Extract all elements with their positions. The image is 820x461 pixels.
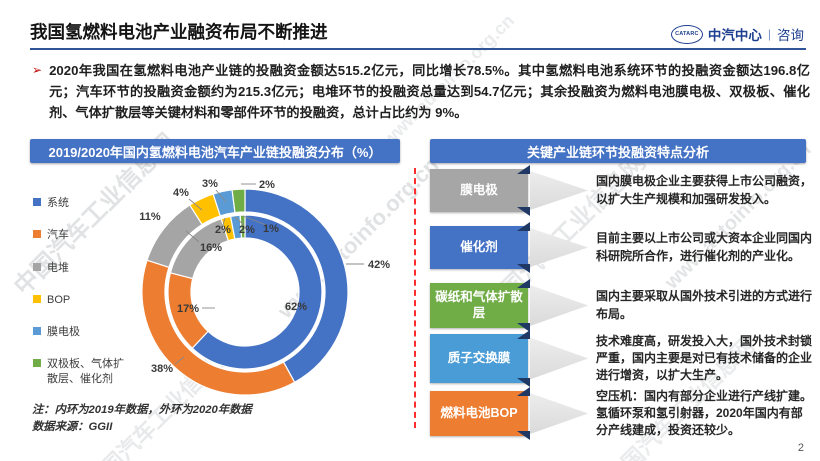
outer-ring-data-label: 4%	[173, 187, 189, 199]
title-underline	[30, 48, 806, 50]
legend-label: 膜电极	[47, 326, 80, 339]
label-leader-line	[188, 198, 203, 211]
fold-corner-icon	[517, 279, 530, 288]
inner-ring-data-label: 16%	[200, 242, 222, 254]
right-arrow-icon	[530, 228, 588, 267]
inner-ring-data-label: 62%	[285, 301, 307, 313]
segment-description: 国内膜电极企业主要获得上市公司融资，以扩大生产规模和加强研发投入。	[596, 174, 813, 206]
legend-label: 系统	[47, 197, 69, 209]
legend-swatch	[33, 230, 41, 239]
fold-corner-icon	[517, 378, 530, 387]
company-logo: CATARC 中汽中心 | 咨询	[670, 24, 804, 44]
fold-corner-icon	[517, 264, 530, 273]
legend-swatch	[33, 294, 41, 303]
fold-corner-icon	[517, 330, 530, 339]
bullet-arrow-icon: ➢	[32, 63, 43, 77]
legend-item: 膜电极	[33, 325, 131, 339]
outer-ring-data-label: 2%	[259, 179, 275, 191]
chart-legend: 系统汽车电堆 BOP 膜电极双极板、气体扩散层、催化剂	[33, 196, 131, 404]
inner-ring-data-label: 1%	[263, 223, 279, 235]
legend-label: 双极板、气体扩散层、催化剂	[47, 358, 124, 385]
note-line-1: 注：内环为2019年数据，外环为2020年数据	[32, 404, 252, 416]
right-arrow-icon	[530, 171, 588, 210]
label-leader-line	[242, 215, 267, 226]
logo-divider: |	[767, 27, 771, 41]
note-line-2: 数据来源：GGII	[32, 420, 113, 433]
fold-corner-icon	[517, 387, 530, 396]
outer-ring-data-label: 11%	[139, 211, 161, 223]
right-arrow-icon	[530, 285, 588, 326]
legend-label: 汽车	[47, 229, 69, 242]
logo-suffix: 咨询	[777, 28, 804, 43]
label-leader-line	[215, 189, 227, 203]
page-title: 我国氢燃料电池产业融资布局不断推进	[30, 22, 328, 42]
outer-ring-data-label: 3%	[202, 178, 218, 190]
right-arrow-icon	[530, 393, 588, 434]
red-dashed-divider	[414, 168, 416, 428]
page-number: 2	[797, 442, 804, 454]
segment-box-label: 质子交换膜	[447, 350, 511, 365]
fold-corner-icon	[517, 165, 530, 174]
legend-swatch	[33, 359, 41, 368]
label-leader-line	[185, 230, 200, 243]
donut-segment	[191, 214, 323, 370]
chart-note: 注：内环为2019年数据，外环为2020年数据 数据来源：GGII	[32, 402, 252, 436]
legend-label: BOP	[47, 293, 71, 306]
legend-swatch	[33, 198, 41, 206]
logo-name: 中汽中心	[707, 28, 762, 43]
donut-chart: 62% 17% 16% 2% 2% 1% 42% 38% 11% 4% 3% 2%	[139, 178, 390, 396]
segment-description: 技术难度高，研发投入大，国外技术封锁严重，国内主要是对已有技术储备的企业进行增资…	[596, 333, 813, 383]
segment-box-label: 催化剂	[460, 239, 498, 254]
outer-ring-data-label: 38%	[151, 363, 173, 375]
segment-box: 催化剂	[430, 222, 530, 273]
fold-corner-icon	[517, 222, 530, 231]
segment-box: 膜电极	[430, 165, 530, 216]
feature-row: 催化剂 目前主要以上市公司或大资本企业同国内科研院所合作，进行催化剂的产业化。	[430, 222, 813, 273]
legend-item: 电堆	[33, 261, 131, 275]
feature-row: 燃料电池BOP 空压机：国内有部分企业进行产线扩建。氢循环泵和氢引射器，2020年…	[430, 387, 813, 440]
feature-row: 质子交换膜 技术难度高，研发投入大，国外技术封锁严重，国内主要是对已有技术储备的企…	[430, 330, 813, 387]
label-leader-line	[174, 356, 185, 365]
right-arrow-icon	[530, 337, 588, 380]
donut-segment	[231, 188, 246, 214]
donut-segment	[239, 214, 246, 239]
segment-description: 国内主要采取从国外技术引进的方式进行布局。	[596, 289, 813, 321]
outer-ring-data-label: 42%	[368, 259, 390, 271]
segment-box: 质子交换膜	[430, 330, 530, 387]
legend-swatch	[33, 262, 41, 271]
inner-ring-data-label: 17%	[177, 303, 199, 315]
left-panel-header: 2019/2020年国内氢燃料电池汽车产业链投融资分布（%）	[30, 139, 400, 163]
fold-corner-icon	[517, 323, 530, 332]
feature-row: 碳纸和气体扩散层 国内主要采取从国外技术引进的方式进行布局。	[430, 279, 813, 332]
intro-paragraph: ➢ 2020年我国在氢燃料电池产业链的投融资金额达515.2亿元，同比增长78.…	[32, 60, 810, 123]
segment-box: 碳纸和气体扩散层	[430, 279, 530, 332]
legend-swatch	[33, 327, 41, 336]
inner-ring-data-label: 2%	[239, 224, 255, 236]
fold-corner-icon	[517, 207, 530, 216]
legend-item: 系统	[33, 196, 131, 210]
fold-corner-icon	[517, 431, 530, 440]
catarc-logo-icon: CATARC	[670, 24, 703, 44]
segment-box-label: 膜电极	[460, 182, 498, 197]
label-leader-line	[222, 217, 226, 226]
label-leader-line	[234, 216, 245, 226]
right-panel-header: 关键产业链环节投融资特点分析	[430, 139, 806, 163]
segment-description: 目前主要以上市公司或大资本企业同国内科研院所合作，进行催化剂的产业化。	[596, 231, 813, 263]
segment-box-label: 燃料电池BOP	[440, 405, 518, 420]
segment-box: 燃料电池BOP	[430, 387, 530, 440]
legend-label: 电堆	[47, 261, 69, 274]
inner-ring-data-label: 2%	[215, 224, 231, 236]
legend-item: 汽车	[33, 228, 131, 242]
legend-item: BOP	[33, 293, 131, 307]
feature-row: 膜电极 国内膜电极企业主要获得上市公司融资，以扩大生产规模和加强研发投入。	[430, 165, 813, 216]
intro-text: 2020年我国在氢燃料电池产业链的投融资金额达515.2亿元，同比增长78.5%…	[49, 63, 810, 120]
legend-item: 双极板、气体扩散层、催化剂	[33, 357, 131, 386]
segment-box-label: 碳纸和气体扩散层	[435, 289, 523, 320]
segment-description: 空压机：国内有部分企业进行产线扩建。氢循环泵和氢引射器，2020年国内有部分产线…	[596, 388, 813, 438]
